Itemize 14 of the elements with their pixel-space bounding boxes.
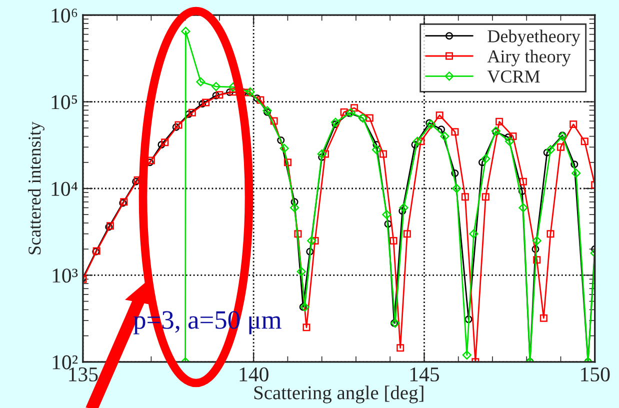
y-tick-label: 10⁴ [52,182,78,196]
x-tick-label: 145 [410,367,440,382]
y-tick-label: 10³ [52,268,78,283]
y-tick-label: 10⁵ [52,95,78,110]
legend-label: Debyetheory [488,30,580,46]
x-tick-label: 135 [69,367,98,382]
y-tick-label: 10⁶ [52,8,78,23]
y-axis-title: Scattered intensity [28,122,44,254]
y-tick-label: 10² [52,355,78,370]
legend-label: Airy theory [487,50,571,66]
x-axis-title: Scattering angle [deg] [254,386,424,404]
legend-label: VCRM [487,70,540,83]
x-tick-label: 140 [240,367,268,382]
x-tick-label: 150 [581,367,610,382]
